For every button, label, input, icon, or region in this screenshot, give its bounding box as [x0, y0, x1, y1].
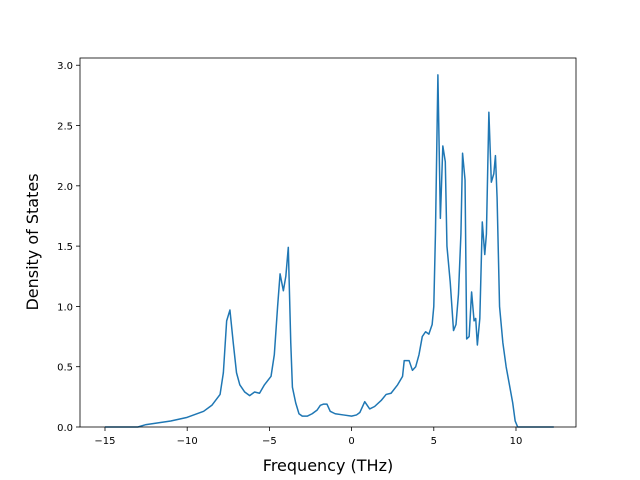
y-axis-label: Density of States [23, 173, 42, 310]
plot-frame [79, 57, 577, 428]
x-tick-label: −15 [94, 436, 115, 447]
x-tick-label: 5 [431, 436, 437, 447]
y-tick-label: 1.0 [57, 302, 73, 313]
y-tick-label: 2.0 [57, 182, 73, 193]
x-tick-label: 0 [348, 436, 354, 447]
x-tick-label: −10 [177, 436, 198, 447]
x-axis-label: Frequency (THz) [263, 456, 393, 475]
dos-line [104, 74, 554, 428]
y-tick-label: 2.5 [57, 122, 73, 133]
x-tick-label: −5 [262, 436, 277, 447]
y-tick-label: 0.0 [57, 423, 73, 434]
y-tick-label: 3.0 [57, 61, 73, 72]
x-tick-label: 10 [510, 436, 523, 447]
y-tick-label: 1.5 [57, 242, 73, 253]
y-tick-label: 0.5 [57, 363, 73, 374]
